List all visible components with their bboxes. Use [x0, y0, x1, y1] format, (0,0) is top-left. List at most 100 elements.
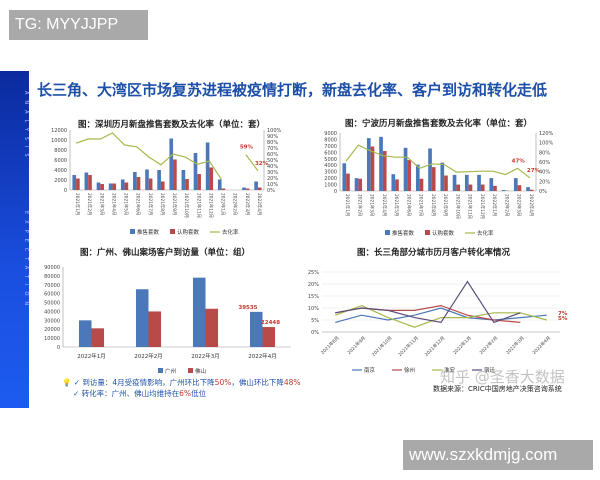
x-tick-label: 2022年1月 [77, 352, 106, 360]
y-tick-label: 2000 [54, 178, 67, 184]
bar-推售套数 [193, 153, 198, 190]
y-tick-label: 25% [308, 270, 319, 276]
bar-认购套数 [209, 167, 214, 190]
bar-推售套数 [366, 138, 371, 191]
legend-label: 南京 [364, 366, 376, 374]
bar-认购套数 [444, 175, 448, 191]
y-tick-label: 40000 [44, 309, 60, 315]
sidebar-text-expectation: EXPECTATION [23, 211, 29, 312]
legend-label: 去化率 [477, 229, 494, 237]
x-tick-label: 2021年1月 [74, 193, 81, 215]
x-tick-label: 2022年2月 [503, 194, 510, 216]
bar-推售套数 [391, 174, 396, 191]
y-tick-label: 5000 [324, 157, 337, 163]
x-tick-label: 2021年12月 [479, 194, 486, 219]
x-tick-label: 2021年8月 [430, 194, 437, 216]
line-宿迁 [335, 280, 521, 324]
y-tick-label: 70000 [44, 283, 60, 289]
y-tick-label: 12000 [51, 128, 67, 134]
y2-tick-label: 60% [539, 160, 550, 166]
bar-推售套数 [205, 142, 210, 190]
bar-推售套数 [464, 174, 469, 191]
bar-认购套数 [185, 179, 189, 190]
bar-认购套数 [493, 185, 497, 191]
bar-认购套数 [160, 181, 165, 190]
data-label: 7% [558, 311, 568, 317]
watermark-bottom: www.szxkdmjg.com [403, 440, 593, 470]
legend-label: 徐州 [404, 366, 415, 374]
bar-佛山 [262, 327, 276, 347]
y2-tick-label: 100% [267, 128, 282, 134]
bar-广州 [78, 320, 92, 347]
note-text: ，佛山环比下降 [231, 378, 284, 387]
line-淮安 [335, 304, 547, 328]
bar-认购套数 [100, 184, 104, 190]
x-tick-label: 2021年9月 [346, 334, 367, 355]
y-tick-label: 0 [57, 345, 60, 351]
bar-认购套数 [456, 184, 461, 191]
bar-推售套数 [440, 162, 445, 191]
y-tick-label: 90000 [44, 265, 60, 271]
line-去化率 [345, 144, 531, 179]
x-tick-label: 2022年2月 [232, 193, 239, 215]
y-tick-label: 0% [311, 330, 319, 336]
legend-swatch [425, 230, 430, 235]
data-label: 27% [527, 168, 541, 174]
x-tick-label: 2021年3月 [98, 193, 105, 215]
y-tick-label: 10000 [51, 138, 67, 144]
x-tick-label: 2021年1月 [344, 194, 351, 216]
y-tick-label: 15% [308, 294, 319, 300]
line-去化率 [75, 132, 259, 181]
y-tick-label: 0 [334, 189, 337, 195]
y-tick-label: 3000 [324, 170, 337, 176]
data-label: 47% [512, 158, 526, 164]
bar-佛山 [91, 328, 105, 347]
y2-tick-label: 40% [267, 164, 278, 170]
y-tick-label: 8000 [54, 148, 67, 154]
note-conversion: ✓ 转化率：广州、佛山均维持在6%低位 [73, 389, 207, 398]
legend-label: 认购套数 [432, 229, 455, 237]
y-tick-label: 8000 [324, 137, 337, 143]
y-tick-label: 5% [311, 318, 319, 324]
note-text: 广州、佛山均维持在 [111, 389, 180, 398]
bar-推售套数 [242, 187, 246, 190]
bar-推售套数 [403, 147, 408, 191]
bar-认购套数 [197, 174, 201, 190]
bar-认购套数 [480, 184, 485, 191]
bar-推售套数 [133, 172, 137, 190]
bar-佛山 [148, 311, 162, 347]
x-tick-label: 2021年7月 [418, 194, 425, 216]
bar-推售套数 [84, 172, 89, 190]
y2-tick-label: 100% [539, 141, 554, 147]
bar-认购套数 [517, 185, 522, 191]
data-label: 22448 [261, 320, 280, 326]
y2-tick-label: 40% [539, 170, 550, 176]
bar-广州 [192, 277, 206, 347]
bar-认购套数 [370, 146, 375, 191]
y2-tick-label: 10% [267, 182, 278, 188]
sidebar-text-analysis: ANALYSIS [23, 91, 29, 163]
x-tick-label: 2022年4月 [531, 334, 552, 355]
y-tick-label: 6000 [54, 158, 67, 164]
x-tick-label: 2022年2月 [134, 352, 163, 360]
bar-认购套数 [112, 183, 117, 190]
y2-tick-label: 120% [539, 131, 554, 137]
bar-认购套数 [358, 178, 363, 191]
y2-tick-label: 80% [539, 150, 550, 156]
y2-tick-label: 0% [267, 188, 275, 194]
bar-认购套数 [468, 184, 473, 191]
bar-佛山 [205, 308, 219, 347]
legend-swatch [130, 229, 135, 234]
y-tick-label: 1000 [324, 183, 337, 189]
note-label: 到访量： [82, 378, 113, 387]
x-tick-label: 2021年5月 [393, 194, 400, 216]
bar-推售套数 [526, 187, 530, 191]
legend-label: 淮安 [444, 366, 456, 374]
y-tick-label: 2000 [324, 176, 337, 182]
y-tick-label: 50000 [44, 301, 60, 307]
y2-tick-label: 0% [539, 189, 547, 195]
legend-label: 佛山 [195, 367, 206, 375]
note-text: 低位 [191, 389, 207, 398]
bar-认购套数 [148, 178, 153, 190]
x-tick-label: 2021年8月 [159, 193, 166, 215]
